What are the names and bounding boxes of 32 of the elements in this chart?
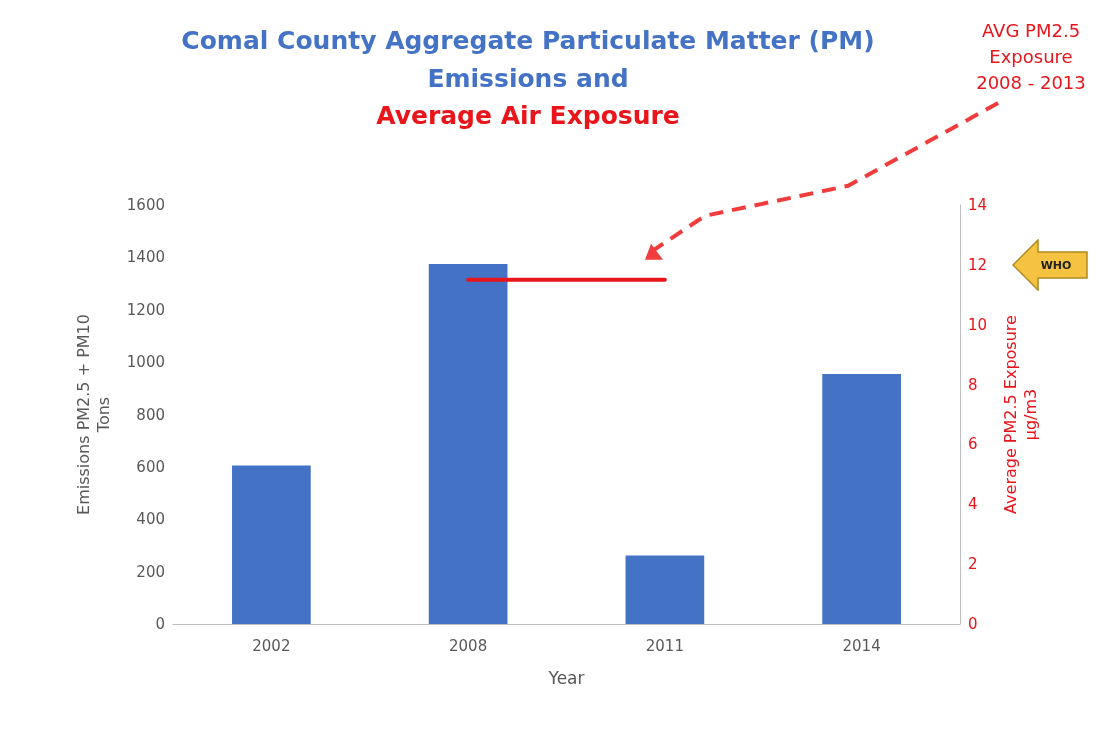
x-tick-label: 2008 <box>449 636 488 655</box>
y2-tick-label: 12 <box>968 255 988 274</box>
bar <box>428 263 508 624</box>
y-tick-label: 400 <box>136 510 165 529</box>
y2-tick-label: 4 <box>968 495 978 514</box>
y2-tick-label: 8 <box>968 375 978 394</box>
x-tick-label: 2014 <box>842 636 881 655</box>
y2-tick-label: 0 <box>968 615 978 633</box>
bar <box>822 373 901 624</box>
y-tick-label: 600 <box>136 457 165 476</box>
y-tick-label: 800 <box>136 405 165 424</box>
y2-tick-label: 2 <box>968 555 978 574</box>
bar <box>232 465 311 624</box>
y-tick-label: 1400 <box>126 248 165 267</box>
chart-subtitle: Average Air Exposure <box>376 101 680 130</box>
y2-tick-label: 10 <box>968 315 988 334</box>
y-tick-label: 1200 <box>126 300 165 319</box>
y-tick-label: 1000 <box>126 353 165 372</box>
text: AVG PM2.5 Exposure 2008 - 2013 <box>976 19 1086 95</box>
chart-title: Comal County Aggregate Particulate Matter (PM) Emissions and <box>181 25 875 93</box>
y2-tick-label: 14 <box>968 196 988 214</box>
y-tick-label: 0 <box>155 615 165 633</box>
x-tick-label: 2002 <box>252 636 291 655</box>
arrow-icon: WHO <box>1012 238 1088 291</box>
y-axis-title: Emissions PM2.5 + PM10 Tons <box>73 314 113 515</box>
bar <box>625 555 705 624</box>
x-axis-title: Year <box>547 667 585 688</box>
y2-axis-title: Average PM2.5 Exposure µg/m3 <box>1000 315 1040 514</box>
y-tick-label: 200 <box>136 562 165 581</box>
x-tick-label: 2011 <box>645 636 684 655</box>
y2-tick-label: 6 <box>968 435 978 454</box>
y-tick-label: 1600 <box>126 196 165 214</box>
